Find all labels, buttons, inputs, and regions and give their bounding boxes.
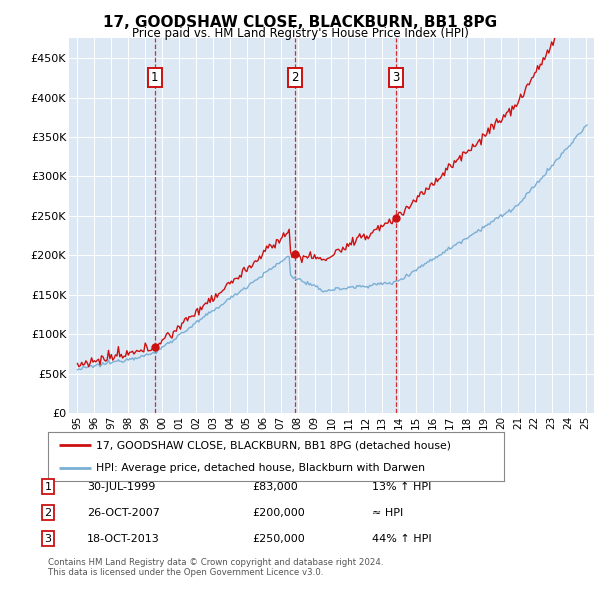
Text: 17, GOODSHAW CLOSE, BLACKBURN, BB1 8PG (detached house): 17, GOODSHAW CLOSE, BLACKBURN, BB1 8PG (… — [96, 440, 451, 450]
Text: £250,000: £250,000 — [252, 534, 305, 543]
Text: HPI: Average price, detached house, Blackburn with Darwen: HPI: Average price, detached house, Blac… — [96, 463, 425, 473]
Text: 26-OCT-2007: 26-OCT-2007 — [87, 508, 160, 517]
Text: 1: 1 — [151, 71, 158, 84]
Text: Contains HM Land Registry data © Crown copyright and database right 2024.: Contains HM Land Registry data © Crown c… — [48, 558, 383, 567]
Text: This data is licensed under the Open Government Licence v3.0.: This data is licensed under the Open Gov… — [48, 568, 323, 577]
Text: £200,000: £200,000 — [252, 508, 305, 517]
Text: 44% ↑ HPI: 44% ↑ HPI — [372, 534, 431, 543]
Text: 3: 3 — [392, 71, 400, 84]
Text: 3: 3 — [44, 534, 52, 543]
Text: 2: 2 — [291, 71, 298, 84]
Text: 1: 1 — [44, 482, 52, 491]
Text: 2: 2 — [44, 508, 52, 517]
Text: 18-OCT-2013: 18-OCT-2013 — [87, 534, 160, 543]
Text: ≈ HPI: ≈ HPI — [372, 508, 403, 517]
Text: 30-JUL-1999: 30-JUL-1999 — [87, 482, 155, 491]
Text: 13% ↑ HPI: 13% ↑ HPI — [372, 482, 431, 491]
Text: 17, GOODSHAW CLOSE, BLACKBURN, BB1 8PG: 17, GOODSHAW CLOSE, BLACKBURN, BB1 8PG — [103, 15, 497, 30]
Text: £83,000: £83,000 — [252, 482, 298, 491]
Text: Price paid vs. HM Land Registry's House Price Index (HPI): Price paid vs. HM Land Registry's House … — [131, 27, 469, 40]
